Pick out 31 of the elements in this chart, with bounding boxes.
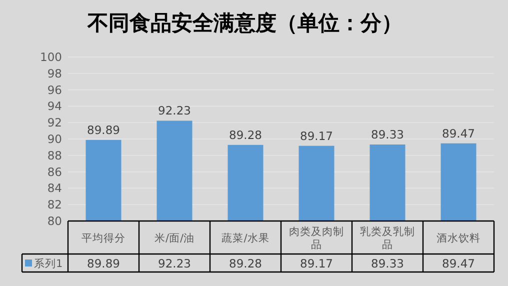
y-tick-label: 92 — [47, 116, 62, 130]
text: 89.89 — [87, 122, 120, 137]
data-label: 89.17 — [300, 256, 333, 270]
text: 89.47 — [442, 126, 475, 140]
x-tick-label: 肉类及肉制品 — [289, 225, 344, 251]
y-tick-label: 84 — [47, 181, 62, 196]
text: 89.28 — [229, 128, 262, 142]
y-tick-label: 94 — [47, 99, 62, 114]
x-tick-label: 平均得分 — [82, 232, 126, 244]
legend-label: 系列1 — [34, 257, 63, 270]
y-tick-label: 80 — [47, 214, 62, 228]
data-label: 89.89 — [87, 256, 120, 270]
y-tick-label: 90 — [47, 132, 62, 146]
y-tick-label: 96 — [47, 82, 62, 97]
y-tick-label: 86 — [47, 164, 62, 179]
x-tick-label: 蔬菜/水果 — [222, 232, 270, 244]
x-tick-label: 酒水饮料 — [436, 232, 480, 244]
data-label: 89.33 — [371, 256, 404, 270]
data-label: 89.28 — [229, 256, 262, 270]
text: 89.33 — [371, 127, 404, 142]
x-tick-label: 乳类及乳制品 — [360, 225, 415, 251]
text: 89.17 — [300, 128, 333, 143]
y-tick-label: 88 — [47, 148, 62, 162]
data-label: 89.47 — [442, 256, 475, 270]
y-tick-label: 98 — [47, 66, 62, 80]
data-label: 92.23 — [158, 256, 191, 270]
x-tick-label: 米/面/油 — [154, 232, 195, 244]
y-tick-label: 82 — [47, 198, 62, 212]
chart-title: 不同食品安全满意度（单位：分） — [86, 10, 402, 35]
text: 92.23 — [158, 104, 191, 118]
y-tick-label: 100 — [40, 50, 62, 64]
